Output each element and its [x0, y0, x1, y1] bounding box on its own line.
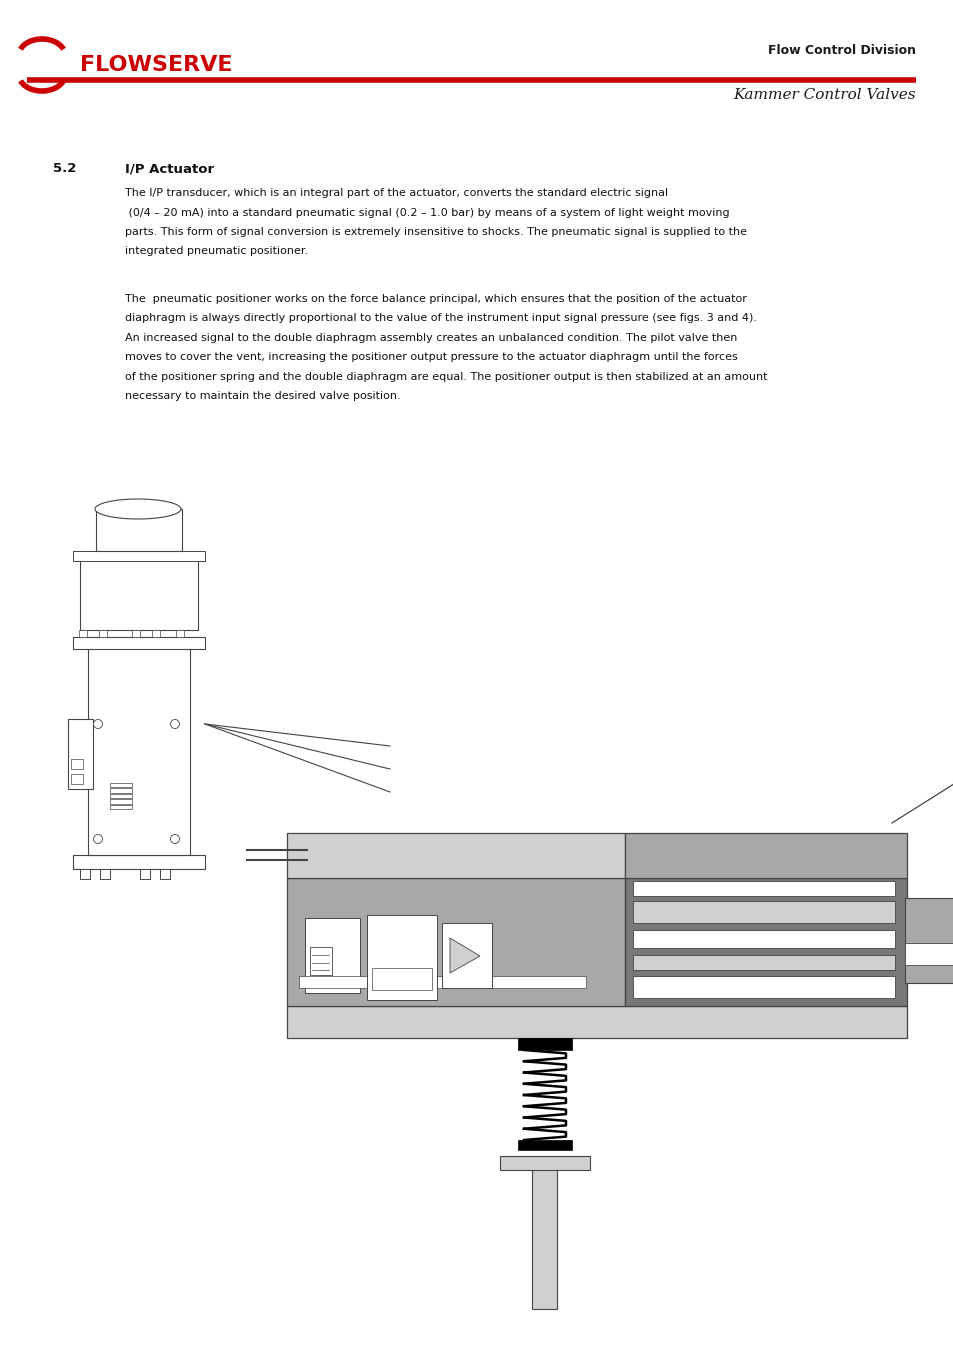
Bar [160, 869, 170, 880]
Bar [298, 975, 586, 988]
Bar [633, 975, 894, 998]
Text: The  pneumatic positioner works on the force balance principal, which ensures th: The pneumatic positioner works on the fo… [125, 295, 746, 304]
Text: Flow Control Division: Flow Control Division [767, 43, 915, 57]
Circle shape [171, 835, 179, 843]
Circle shape [171, 720, 179, 728]
Text: FLOWSERVE: FLOWSERVE [80, 55, 233, 76]
Bar [310, 947, 332, 975]
Bar [80, 869, 90, 880]
Bar [140, 869, 150, 880]
Bar [904, 943, 953, 965]
Text: necessary to maintain the desired valve position.: necessary to maintain the desired valve … [125, 392, 400, 401]
Text: integrated pneumatic positioner.: integrated pneumatic positioner. [125, 246, 308, 257]
Bar [624, 878, 906, 1006]
Bar [372, 969, 432, 990]
Bar [71, 759, 83, 769]
Bar [71, 774, 83, 784]
Circle shape [93, 720, 102, 728]
Text: (0/4 – 20 mA) into a standard pneumatic signal (0.2 – 1.0 bar) by means of a sys: (0/4 – 20 mA) into a standard pneumatic … [125, 208, 729, 218]
Bar [110, 800, 132, 804]
Bar [96, 509, 182, 551]
Bar [517, 1038, 572, 1050]
Text: of the positioner spring and the double diaphragm are equal. The positioner outp: of the positioner spring and the double … [125, 372, 767, 382]
Bar [110, 788, 132, 793]
Text: moves to cover the vent, increasing the positioner output pressure to the actuat: moves to cover the vent, increasing the … [125, 353, 737, 362]
Bar [287, 834, 624, 878]
Bar [110, 782, 132, 788]
Bar [110, 794, 132, 798]
Bar [904, 898, 953, 984]
Circle shape [93, 835, 102, 843]
Text: 5.2: 5.2 [53, 162, 76, 176]
Text: An increased signal to the double diaphragm assembly creates an unbalanced condi: An increased signal to the double diaphr… [125, 332, 737, 343]
Bar [624, 834, 906, 878]
Bar [99, 630, 107, 638]
Bar [73, 638, 205, 648]
Bar [73, 855, 205, 869]
Bar [88, 644, 190, 855]
Bar [110, 805, 132, 809]
Bar [633, 929, 894, 948]
Text: Kammer Control Valves: Kammer Control Valves [733, 88, 915, 101]
Bar [287, 1006, 906, 1038]
Text: I/P Actuator: I/P Actuator [125, 162, 213, 176]
Bar [132, 630, 140, 638]
Text: The I/P transducer, which is an integral part of the actuator, converts the stan: The I/P transducer, which is an integral… [125, 188, 667, 199]
Bar [73, 551, 205, 561]
Bar [532, 1165, 557, 1309]
Text: diaphragm is always directly proportional to the value of the instrument input s: diaphragm is always directly proportiona… [125, 313, 756, 323]
Bar [175, 630, 184, 638]
Polygon shape [450, 938, 479, 973]
Bar [100, 869, 110, 880]
Bar [441, 923, 492, 988]
Bar [499, 1156, 589, 1170]
Bar [517, 1140, 572, 1150]
Bar [367, 915, 436, 1000]
Ellipse shape [95, 499, 181, 519]
Bar [287, 878, 624, 1006]
Bar [633, 881, 894, 896]
Bar [305, 917, 359, 993]
Bar [633, 955, 894, 970]
Bar [68, 719, 92, 789]
Bar [152, 630, 160, 638]
Bar [633, 901, 894, 923]
Bar [80, 558, 198, 630]
Text: parts. This form of signal conversion is extremely insensitive to shocks. The pn: parts. This form of signal conversion is… [125, 227, 746, 236]
Bar [79, 630, 87, 638]
